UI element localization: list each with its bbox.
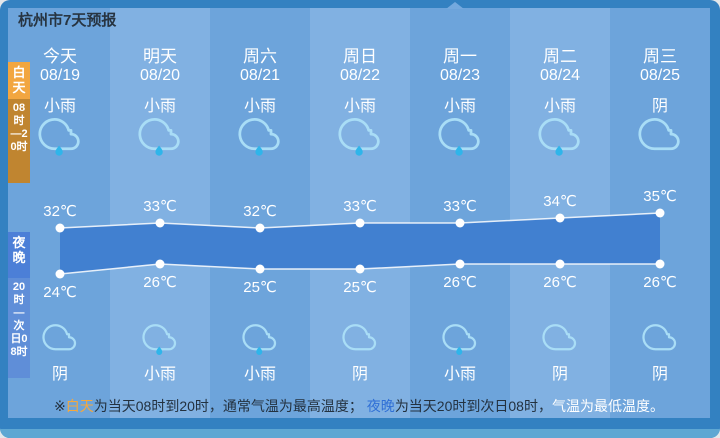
rain-cloud-icon	[238, 118, 280, 156]
night-hours-label: 20时—次日08时	[8, 278, 30, 378]
day-label: 明天	[143, 47, 177, 66]
rain-cloud-icon	[138, 118, 180, 156]
night-cloud-icon	[310, 319, 410, 359]
date-label: 08/25	[639, 67, 681, 84]
date-label: 08/21	[239, 67, 281, 84]
footnote-segment: 为当天08时到20时，通常气温为最高温度；	[93, 398, 363, 414]
day-label: 周日	[343, 47, 377, 66]
footnote-segment: ※	[54, 398, 66, 414]
night-cloud-icon	[10, 319, 110, 359]
night-condition-label: 小雨	[243, 366, 276, 383]
night-condition-label: 阴	[51, 366, 68, 383]
day-rain-cloud-icon	[10, 112, 110, 158]
daytime-label: 白天	[8, 62, 30, 99]
day-rain-cloud-icon	[510, 112, 610, 158]
rain-cloud-icon	[242, 324, 277, 355]
day-rain-cloud-icon	[110, 112, 210, 158]
day-condition-label: 小雨	[343, 98, 376, 115]
day-condition-label: 小雨	[443, 98, 476, 115]
rain-cloud-icon	[442, 324, 477, 355]
footnote-segment: 夜晚	[362, 398, 395, 414]
forecast-column: 周日 08/22 小雨 阴	[310, 8, 410, 418]
forecast-column: 周三 08/25 阴 阴	[610, 8, 710, 418]
night-cloud-icon	[610, 319, 710, 359]
cloud-icon	[542, 324, 577, 351]
anchor-caret	[446, 2, 464, 9]
cloud-icon	[342, 324, 377, 351]
forecast-column: 周二 08/24 小雨 阴	[510, 8, 610, 418]
page-title: 杭州市7天预报	[18, 12, 117, 29]
night-condition-label: 小雨	[443, 366, 476, 383]
day-condition-label: 阴	[651, 98, 668, 115]
day-rain-cloud-icon	[310, 112, 410, 158]
rain-cloud-icon	[438, 118, 480, 156]
night-rain-cloud-icon	[110, 319, 210, 359]
day-condition-label: 小雨	[243, 98, 276, 115]
night-condition-label: 阴	[351, 366, 368, 383]
rain-cloud-icon	[142, 324, 177, 355]
rain-cloud-icon	[38, 118, 80, 156]
night-label: 夜晚	[8, 232, 30, 278]
day-rain-cloud-icon	[410, 112, 510, 158]
night-condition-label: 小雨	[143, 366, 176, 383]
night-condition-label: 阴	[651, 366, 668, 383]
bottom-strip	[0, 429, 720, 438]
daytime-hours-label: 08时—20时	[8, 99, 30, 183]
forecast-column: 明天 08/20 小雨 小雨	[110, 8, 210, 418]
night-rain-cloud-icon	[410, 319, 510, 359]
rain-cloud-icon	[338, 118, 380, 156]
day-rain-cloud-icon	[210, 112, 310, 158]
night-rain-cloud-icon	[210, 319, 310, 359]
day-condition-label: 小雨	[543, 98, 576, 115]
footnote-segment: 气温为最低温度。	[551, 398, 664, 414]
night-condition-label: 阴	[551, 366, 568, 383]
cloud-icon	[638, 118, 680, 151]
footnote-segment: 为当天20时到次日08时，	[394, 398, 552, 414]
date-label: 08/20	[139, 67, 181, 84]
forecast-column: 周一 08/23 小雨 小雨	[410, 8, 510, 418]
date-label: 08/24	[539, 67, 581, 84]
date-label: 08/23	[439, 67, 481, 84]
footnote: ※白天为当天08时到20时，通常气温为最高温度； 夜晚为当天20时到次日08时，…	[8, 396, 710, 416]
footnote-segment: 白天	[65, 398, 94, 414]
day-label: 今天	[43, 47, 77, 66]
date-label: 08/22	[339, 67, 381, 84]
cloud-icon	[42, 324, 77, 351]
day-condition-label: 小雨	[43, 98, 76, 115]
rain-cloud-icon	[538, 118, 580, 156]
day-cloud-icon	[610, 112, 710, 158]
forecast-column: 今天 08/19 小雨 阴	[10, 8, 110, 418]
day-label: 周六	[243, 47, 277, 66]
date-label: 08/19	[39, 67, 81, 84]
forecast-column: 周六 08/21 小雨 小雨	[210, 8, 310, 418]
day-condition-label: 小雨	[143, 98, 176, 115]
cloud-icon	[642, 324, 677, 351]
day-label: 周一	[443, 47, 477, 66]
day-label: 周三	[643, 47, 677, 66]
night-cloud-icon	[510, 319, 610, 359]
day-label: 周二	[543, 47, 577, 66]
